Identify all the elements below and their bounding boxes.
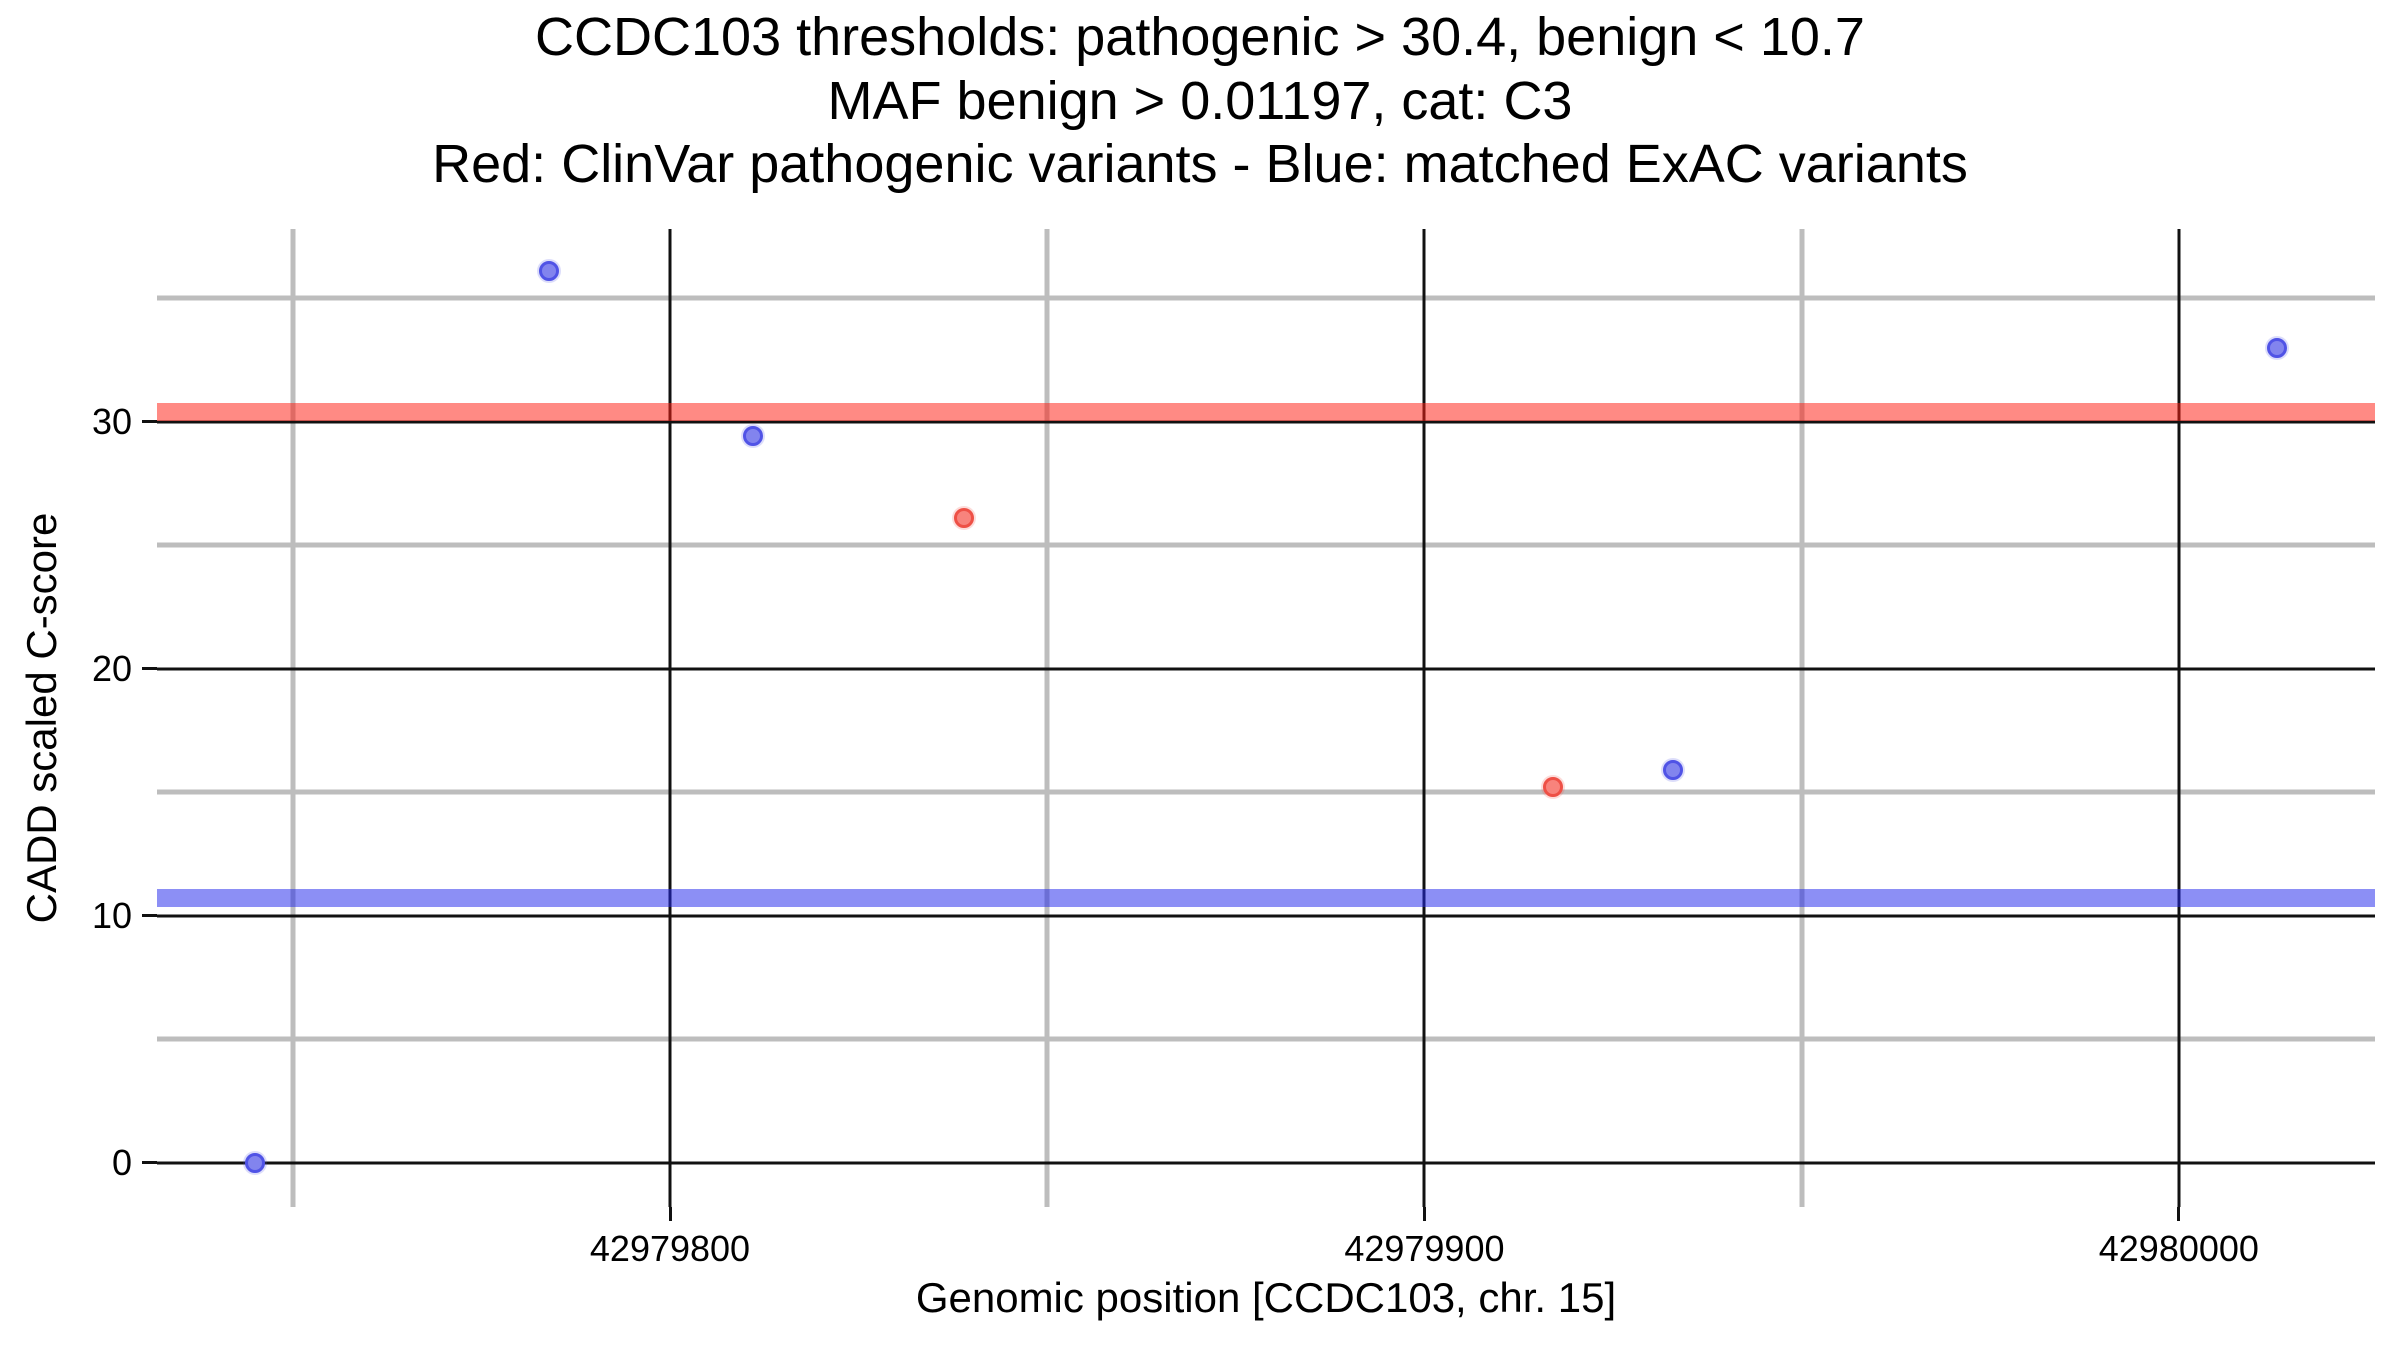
y-tick-mark xyxy=(142,420,157,424)
y-tick-mark xyxy=(142,667,157,671)
major-gridline-x xyxy=(1422,229,1426,1207)
y-tick-mark xyxy=(142,914,157,918)
major-gridline-y xyxy=(157,420,2375,424)
pathogenic-threshold-band xyxy=(157,402,2375,421)
y-tick-label: 10 xyxy=(91,894,132,936)
plot-title: CCDC103 thresholds: pathogenic > 30.4, b… xyxy=(0,6,2400,197)
y-axis-title: CADD scaled C-score xyxy=(18,512,65,924)
major-gridline-y xyxy=(157,1161,2375,1165)
major-gridline-x xyxy=(668,229,672,1207)
y-tick-label: 0 xyxy=(111,1141,132,1183)
y-tick-label: 30 xyxy=(91,400,132,442)
data-point xyxy=(539,260,560,281)
data-point xyxy=(245,1152,266,1173)
x-tick-label: 42979800 xyxy=(589,1228,751,1269)
x-tick-label: 42980000 xyxy=(2098,1228,2259,1269)
minor-gridline-x xyxy=(1044,229,1050,1207)
y-tick-label: 20 xyxy=(91,647,132,689)
minor-gridline-y xyxy=(157,542,2375,548)
x-tick-mark xyxy=(1422,1207,1426,1221)
plot-panel xyxy=(157,229,2375,1207)
major-gridline-x xyxy=(2177,229,2181,1207)
plot-title-line-1: CCDC103 thresholds: pathogenic > 30.4, b… xyxy=(535,7,1865,67)
data-point xyxy=(742,426,763,447)
data-point xyxy=(1663,759,1684,780)
x-tick-mark xyxy=(2177,1207,2181,1221)
major-gridline-y xyxy=(157,667,2375,671)
minor-gridline-x xyxy=(1799,229,1805,1207)
data-point xyxy=(1542,777,1563,798)
x-tick-mark xyxy=(668,1207,672,1221)
major-gridline-y xyxy=(157,914,2375,918)
x-tick-label: 42979900 xyxy=(1344,1228,1505,1269)
data-point xyxy=(954,507,975,528)
plot-title-line-2: MAF benign > 0.01197, cat: C3 xyxy=(827,70,1573,131)
minor-gridline-x xyxy=(290,229,296,1207)
minor-gridline-y xyxy=(157,1036,2375,1042)
plot-title-line-3: Red: ClinVar pathogenic variants - Blue:… xyxy=(432,134,1968,195)
data-point xyxy=(2266,337,2287,358)
minor-gridline-y xyxy=(157,789,2375,795)
y-tick-mark xyxy=(142,1161,157,1165)
minor-gridline-y xyxy=(157,295,2375,301)
x-axis-title: Genomic position [CCDC103, chr. 15] xyxy=(915,1274,1617,1321)
benign-threshold-band xyxy=(157,889,2375,908)
